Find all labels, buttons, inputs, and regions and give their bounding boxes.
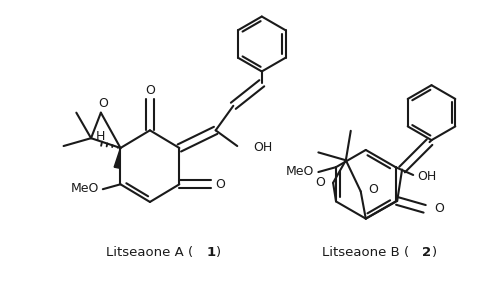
Polygon shape: [114, 148, 120, 168]
Text: ): ): [432, 247, 437, 260]
Text: MeO: MeO: [70, 182, 99, 195]
Text: H: H: [96, 130, 106, 143]
Text: O: O: [316, 176, 325, 189]
Text: Litseaone A (: Litseaone A (: [106, 247, 194, 260]
Text: 2: 2: [422, 247, 431, 260]
Text: Litseaone B (: Litseaone B (: [322, 247, 410, 260]
Text: O: O: [434, 202, 444, 215]
Text: OH: OH: [417, 171, 436, 183]
Text: ): ): [216, 247, 221, 260]
Text: 1: 1: [206, 247, 216, 260]
Text: MeO: MeO: [286, 165, 314, 178]
Text: O: O: [98, 97, 108, 110]
Text: O: O: [145, 83, 155, 96]
Text: O: O: [368, 183, 378, 196]
Text: OH: OH: [253, 142, 272, 155]
Text: O: O: [216, 178, 226, 191]
